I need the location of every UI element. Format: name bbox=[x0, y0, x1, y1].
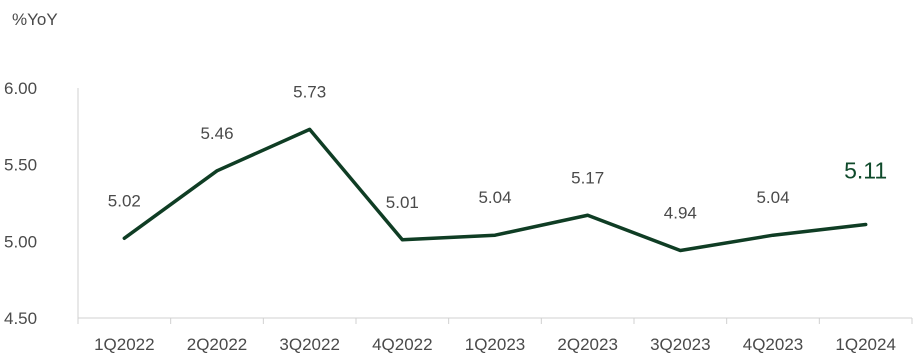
y-axis-unit-label: %YoY bbox=[12, 10, 58, 29]
x-tick-label: 4Q2022 bbox=[372, 335, 433, 354]
data-label: 5.17 bbox=[571, 168, 604, 187]
data-point bbox=[308, 127, 312, 131]
y-tick-label: 5.50 bbox=[4, 156, 37, 175]
x-tick-label: 4Q2023 bbox=[743, 335, 804, 354]
data-labels: 5.02 5.46 5.73 5.01 5.04 5.17 4.94 5.04 5.11 bbox=[108, 82, 887, 222]
x-tick-label: 1Q2023 bbox=[465, 335, 526, 354]
y-tick-label: 6.00 bbox=[4, 79, 37, 98]
y-tick-labels: 4.50 5.00 5.50 6.00 bbox=[4, 79, 37, 328]
x-tick-label: 1Q2022 bbox=[94, 335, 155, 354]
series-group bbox=[122, 127, 868, 253]
data-point bbox=[678, 249, 682, 253]
data-label: 5.02 bbox=[108, 191, 141, 210]
data-label: 5.73 bbox=[293, 82, 326, 101]
data-point bbox=[771, 233, 775, 237]
data-point bbox=[215, 169, 219, 173]
data-label: 5.01 bbox=[386, 193, 419, 212]
data-point bbox=[586, 213, 590, 217]
x-tick-label: 3Q2022 bbox=[279, 335, 340, 354]
y-tick-label: 5.00 bbox=[4, 232, 37, 251]
data-point bbox=[493, 233, 497, 237]
data-point bbox=[864, 222, 868, 226]
data-point bbox=[400, 238, 404, 242]
data-label: 5.46 bbox=[200, 124, 233, 143]
data-label: 5.04 bbox=[478, 188, 511, 207]
x-tick-label: 1Q2024 bbox=[835, 335, 896, 354]
x-tick-labels: 1Q2022 2Q2022 3Q2022 4Q2022 1Q2023 2Q2023 3Q20… bbox=[94, 335, 896, 354]
data-label: 5.11 bbox=[844, 157, 887, 183]
data-label: 5.04 bbox=[756, 188, 789, 207]
x-tick-label: 2Q2023 bbox=[557, 335, 618, 354]
data-point bbox=[122, 236, 126, 240]
chart-axes bbox=[77, 88, 913, 324]
x-tick-label: 3Q2023 bbox=[650, 335, 711, 354]
y-tick-label: 4.50 bbox=[4, 309, 37, 328]
x-tick-label: 2Q2022 bbox=[187, 335, 248, 354]
data-label: 4.94 bbox=[664, 204, 697, 223]
